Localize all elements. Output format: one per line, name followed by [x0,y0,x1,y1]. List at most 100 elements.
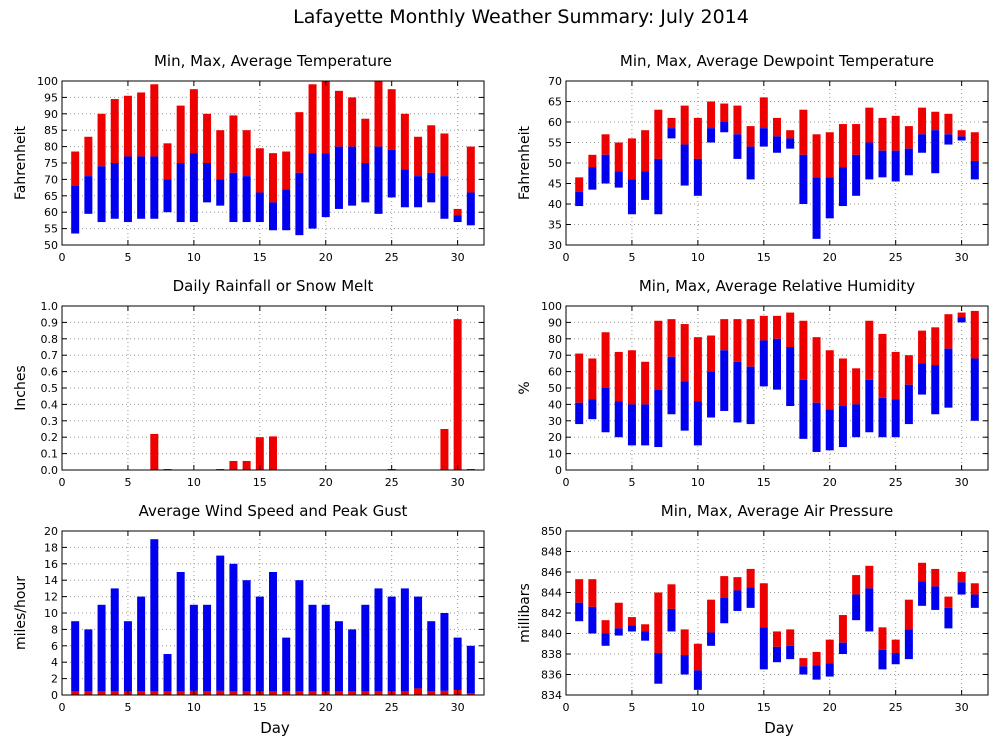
bar-humidity-min-day-19 [812,402,821,452]
bar-temperature-max-day-30 [453,208,462,216]
x-tick-label: 30 [955,251,969,264]
bar-avg-speed-day-13 [229,691,238,695]
bar-peak-gust-day-17 [282,637,291,692]
bar-dewpoint-max-day-8 [667,117,676,129]
bar-humidity-max-day-10 [693,337,702,402]
bar-humidity-min-day-7 [654,389,663,448]
bar-avg-speed-day-28 [427,691,436,695]
x-tick-label: 5 [124,251,131,264]
x-tick-label: 5 [628,701,635,714]
bar-rainfall-day-15 [255,437,264,470]
bar-humidity-min-day-28 [931,365,940,415]
bar-peak-gust-day-13 [229,563,238,692]
bar-humidity-max-day-20 [825,350,834,410]
bar-dewpoint-min-day-29 [944,134,953,145]
bar-humidity-max-day-28 [931,327,940,366]
bar-pressure-min-day-29 [944,607,953,629]
panel-wind: 0 2 4 6 8 10 12 14 16 18 20 0 5 10 15 20 25 30 Average Win… [13,502,485,737]
bar-peak-gust-day-8 [163,654,172,692]
x-tick-label: 30 [451,251,465,264]
panel-pressure: 834 836 838 840 842 844 846 848 850 0 5 10 15 20 25 30 M… [517,502,989,737]
y-tick-label: 60 [44,206,58,219]
bar-pressure-min-day-31 [970,594,979,608]
bar-peak-gust-day-24 [374,588,383,692]
bar-avg-speed-day-29 [440,690,449,695]
bar-pressure-max-day-27 [918,562,927,582]
bar-pressure-max-day-16 [773,631,781,647]
bar-pressure-max-day-19 [812,651,821,666]
bar-pressure-min-day-23 [865,588,874,632]
bar-peak-gust-day-19 [308,604,317,692]
bar-avg-speed-day-7 [150,691,159,695]
y-tick-label: 40 [548,198,562,211]
y-tick-label: 1.0 [41,300,59,313]
bar-humidity-min-day-26 [904,384,913,425]
y-tick-label: 70 [548,349,562,362]
bar-humidity-min-day-25 [891,399,900,438]
x-tick-label: 30 [451,701,465,714]
bar-temperature-max-day-29 [440,133,449,177]
bar-rainfall-day-13 [229,460,238,470]
y-tick-label: 834 [541,689,562,702]
bar-pressure-min-day-19 [812,665,821,680]
y-tick-label: 850 [541,525,562,538]
bar-temperature-max-day-18 [295,112,304,173]
bar-avg-speed-day-3 [97,691,106,695]
bar-temperature-min-day-12 [216,179,225,206]
bar-pressure-max-day-26 [904,599,913,630]
y-tick-label: 30 [548,239,562,252]
bar-humidity-min-day-22 [852,404,861,438]
bar-pressure-max-day-4 [614,602,623,629]
bar-dewpoint-max-day-12 [720,103,729,122]
bar-pressure-min-day-20 [825,663,834,677]
y-tick-label: 50 [44,239,58,252]
x-tick-label: 15 [253,476,267,489]
bar-dewpoint-min-day-23 [865,142,874,180]
bar-temperature-min-day-4 [110,163,119,219]
bar-pressure-max-day-13 [733,577,742,591]
bar-avg-speed-day-22 [348,691,357,695]
y-tick-label: 65 [44,190,58,203]
x-tick-label: 5 [628,476,635,489]
y-tick-label: 0.7 [41,349,59,362]
bar-humidity-min-day-27 [918,363,927,395]
y-tick-label: 20 [548,431,562,444]
bar-humidity-min-day-21 [838,406,847,448]
bar-dewpoint-max-day-13 [733,105,742,135]
bar-temperature-max-day-14 [242,130,251,177]
bar-temperature-min-day-29 [440,176,449,219]
bar-humidity-max-day-26 [904,355,913,385]
bar-humidity-min-day-16 [773,338,781,390]
bar-peak-gust-day-2 [84,629,93,692]
bar-humidity-min-day-24 [878,397,887,438]
bar-peak-gust-day-5 [123,621,132,692]
x-tick-label: 25 [889,476,903,489]
panel-dewpoint: 30 35 40 45 50 55 60 65 70 0 5 10 15 20 25 30 Min, Max, … [517,52,989,264]
bar-temperature-max-day-21 [334,90,343,147]
y-tick-label: 6 [51,640,58,653]
bar-dewpoint-max-day-10 [693,117,702,159]
bar-avg-speed-day-14 [242,691,251,695]
y-tick-label: 16 [44,558,58,571]
x-tick-label: 25 [385,701,399,714]
bar-humidity-max-day-23 [865,320,874,380]
bar-temperature-max-day-16 [269,153,277,203]
bar-dewpoint-max-day-29 [944,113,953,135]
bar-peak-gust-day-26 [400,588,409,692]
x-axis-label: Day [764,719,794,737]
bar-peak-gust-day-16 [269,572,277,692]
y-axis-label: Fahrenheit [13,125,29,200]
x-tick-label: 20 [823,251,837,264]
y-axis-label: Inches [13,365,29,410]
bar-pressure-min-day-4 [614,628,623,636]
y-tick-label: 0.2 [41,431,59,444]
y-tick-label: 55 [44,223,58,236]
bar-pressure-min-day-7 [654,652,663,684]
bar-dewpoint-max-day-23 [865,107,874,143]
bar-dewpoint-min-day-9 [680,144,689,186]
bar-dewpoint-min-day-6 [641,171,650,200]
y-tick-label: 80 [44,141,58,154]
y-tick-label: 0.8 [41,333,59,346]
bar-pressure-max-day-3 [601,620,610,634]
bar-dewpoint-max-day-24 [878,117,887,151]
